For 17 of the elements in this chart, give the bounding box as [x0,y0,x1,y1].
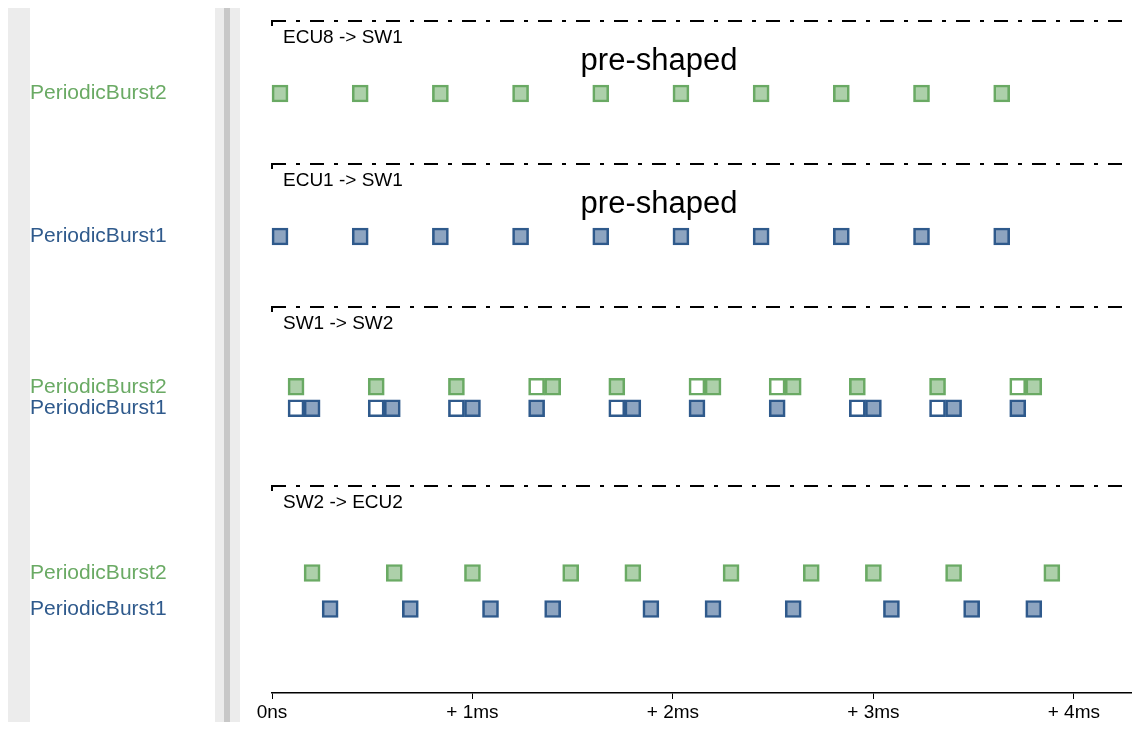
annotation: pre-shaped [580,185,738,221]
y-tick-label: PeriodicBurst1 [30,223,167,247]
x-tick-label: + 4ms [1047,700,1101,722]
y-tick-label: PeriodicBurst2 [30,80,167,104]
chart-title: ECU1 -> SW1 [283,168,403,190]
x-tick-label: 0ns [256,700,288,722]
y-tick-label: PeriodicBurst2 [30,559,167,583]
x-tick-label: + 1ms [446,700,499,722]
y-tick-label: PeriodicBurst1 [30,395,167,419]
chart-title: SW2 -> ECU2 [283,490,403,512]
chart-title: SW1 -> SW2 [283,311,394,333]
x-tick-label: + 2ms [646,700,700,722]
x-tick-label: + 3ms [847,700,900,722]
chart-title: ECU8 -> SW1 [283,25,403,47]
y-tick-label: PeriodicBurst1 [30,595,167,619]
annotation: pre-shaped [580,42,738,78]
y-tick-label: PeriodicBurst2 [30,373,167,397]
